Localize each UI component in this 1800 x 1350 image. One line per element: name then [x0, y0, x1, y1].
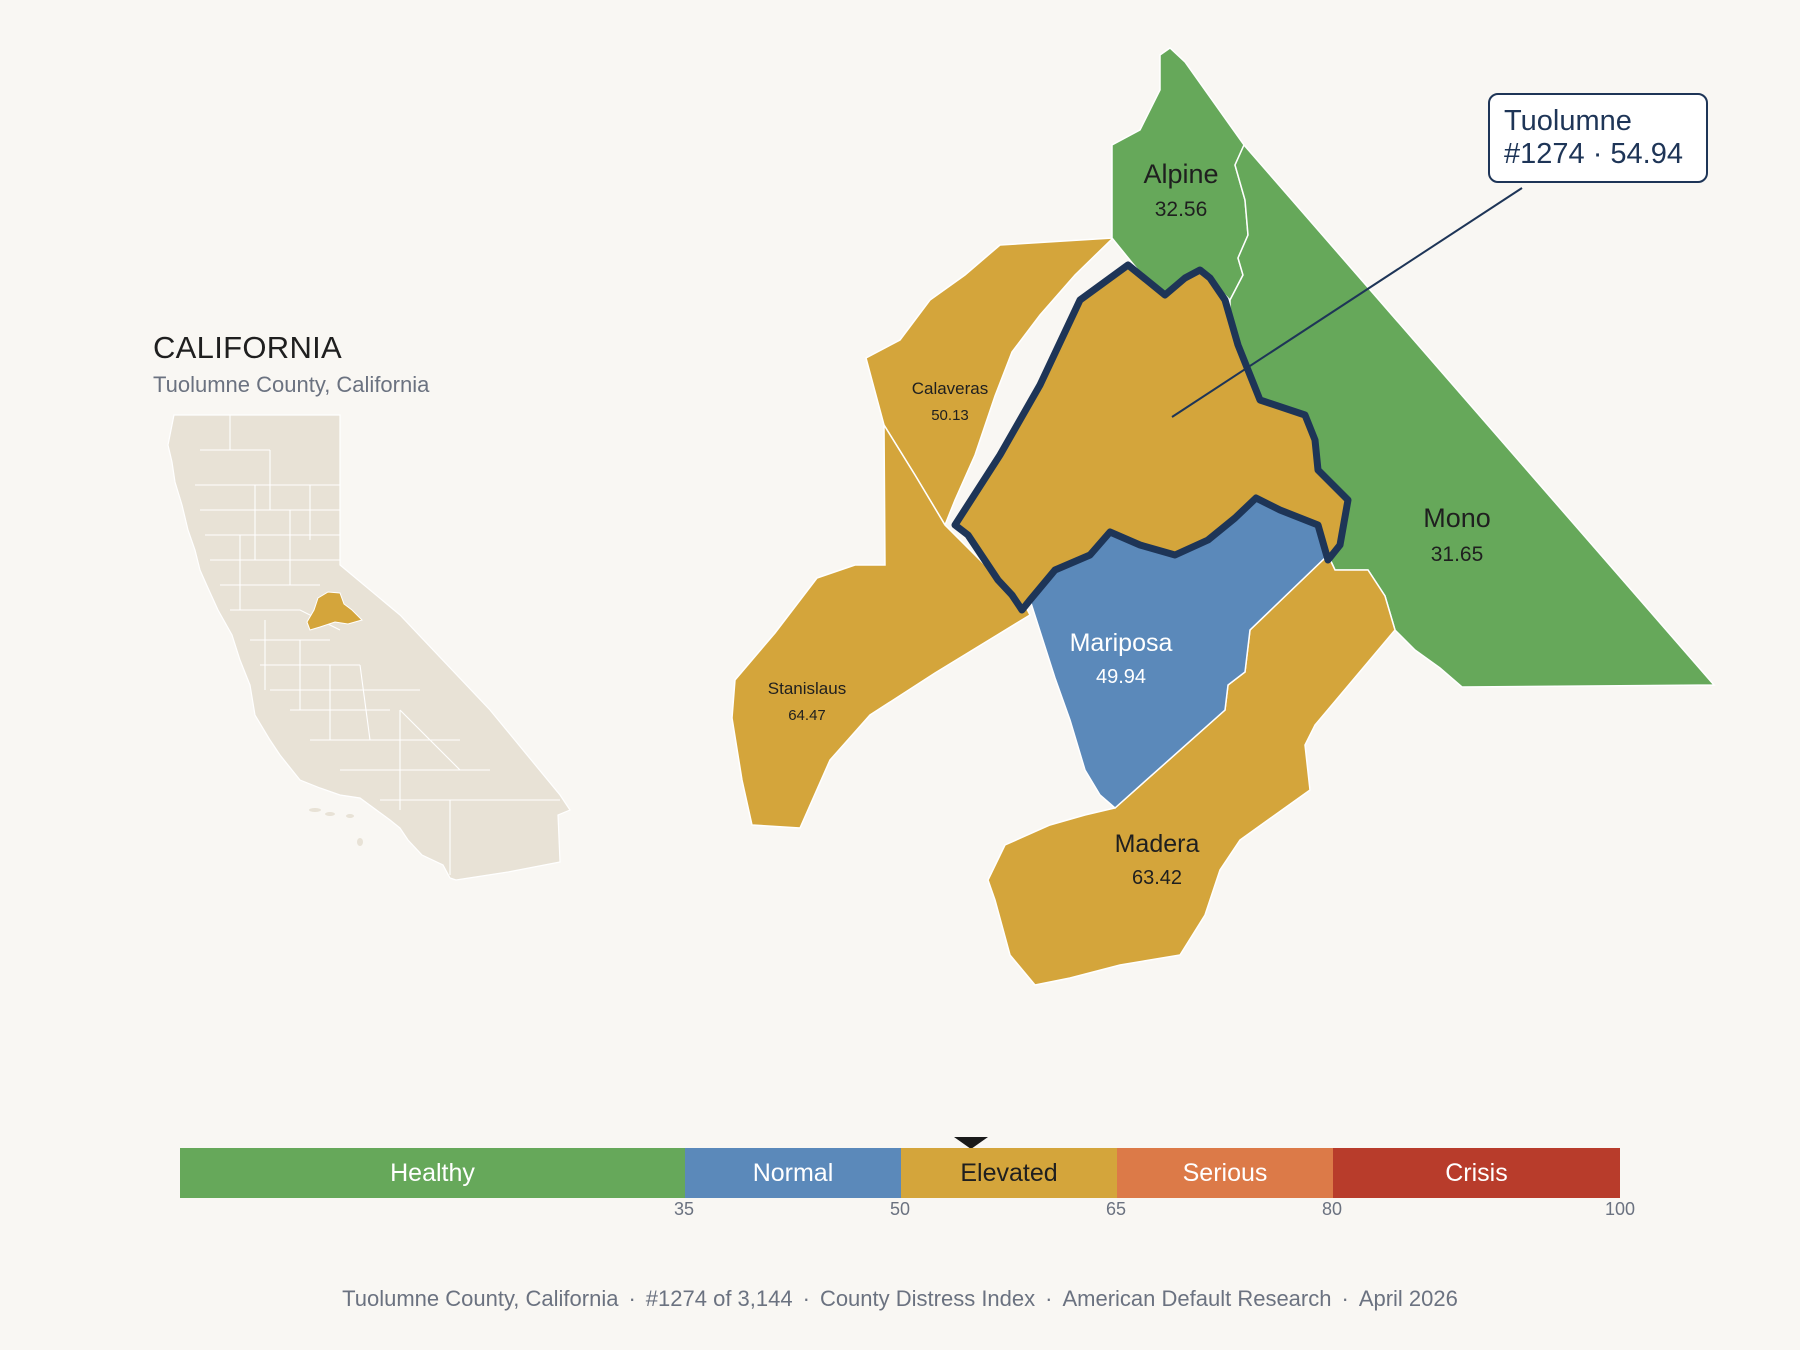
- state-subtitle: Tuolumne County, California: [153, 372, 430, 397]
- footer-source: American Default Research: [1062, 1286, 1332, 1311]
- footer: Tuolumne County, California · #1274 of 3,1…: [342, 1286, 1458, 1311]
- legend-segment-healthy: Healthy: [180, 1148, 685, 1198]
- inset-county-lines: [195, 415, 560, 875]
- callout-leader-line: [1171, 187, 1523, 418]
- label-mariposa-name: Mariposa: [1070, 629, 1173, 657]
- label-madera-value: 63.42: [1132, 867, 1182, 889]
- label-mono-name: Mono: [1423, 503, 1491, 533]
- legend-tick-100: 100: [1604, 1199, 1636, 1219]
- legend-tick-80: 80: [1321, 1199, 1343, 1219]
- label-alpine-value: 32.56: [1155, 198, 1208, 221]
- label-mariposa-value: 49.94: [1096, 666, 1146, 688]
- footer-index: County Distress Index: [819, 1286, 1036, 1311]
- legend-label-crisis: Crisis: [1445, 1158, 1508, 1187]
- california-outline: [167, 414, 571, 881]
- legend-label-serious: Serious: [1182, 1158, 1268, 1187]
- label-madera-name: Madera: [1115, 830, 1200, 858]
- county-tuolumne[interactable]: [951, 261, 1352, 614]
- california-locator-map: [167, 414, 571, 881]
- callout-county-name: Tuolumne: [1504, 105, 1632, 137]
- tuolumne-locator-highlight: [306, 591, 363, 631]
- score-marker-icon: [954, 1137, 988, 1149]
- state-title: CALIFORNIA: [153, 330, 343, 365]
- label-stanislaus-value: 64.47: [788, 707, 826, 724]
- channel-islands: [309, 808, 363, 846]
- distress-scale-legend: Healthy Normal Elevated Serious Crisis: [180, 1148, 1620, 1198]
- legend-label-elevated: Elevated: [960, 1158, 1058, 1187]
- label-calaveras-value: 50.13: [931, 407, 969, 424]
- legend-segment-crisis: Crisis: [1333, 1148, 1620, 1198]
- label-alpine-name: Alpine: [1143, 159, 1218, 189]
- tuolumne-callout: Tuolumne #1274 · 54.94: [1488, 93, 1708, 183]
- footer-place: Tuolumne County, California: [342, 1286, 619, 1311]
- label-calaveras-name: Calaveras: [912, 379, 989, 398]
- legend-tick-65: 65: [1105, 1199, 1127, 1219]
- label-mono-value: 31.65: [1431, 543, 1484, 566]
- callout-rank-score: #1274 · 54.94: [1504, 138, 1683, 170]
- footer-rank: #1274 of 3,144: [645, 1286, 793, 1311]
- legend-tick-35: 35: [673, 1199, 695, 1219]
- legend-label-healthy: Healthy: [390, 1158, 475, 1187]
- footer-date: April 2026: [1358, 1286, 1458, 1311]
- legend-label-normal: Normal: [752, 1158, 834, 1187]
- legend-segment-normal: Normal: [685, 1148, 901, 1198]
- legend-tick-50: 50: [889, 1199, 911, 1219]
- legend-segment-elevated: Elevated: [901, 1148, 1117, 1198]
- label-stanislaus-name: Stanislaus: [768, 679, 846, 698]
- regional-county-map: Alpine 32.56 Mono 31.65 Calaveras 50.13 …: [731, 47, 1716, 986]
- legend-segment-serious: Serious: [1117, 1148, 1333, 1198]
- map-labels: Alpine 32.56 Mono 31.65 Calaveras 50.13 …: [768, 159, 1491, 889]
